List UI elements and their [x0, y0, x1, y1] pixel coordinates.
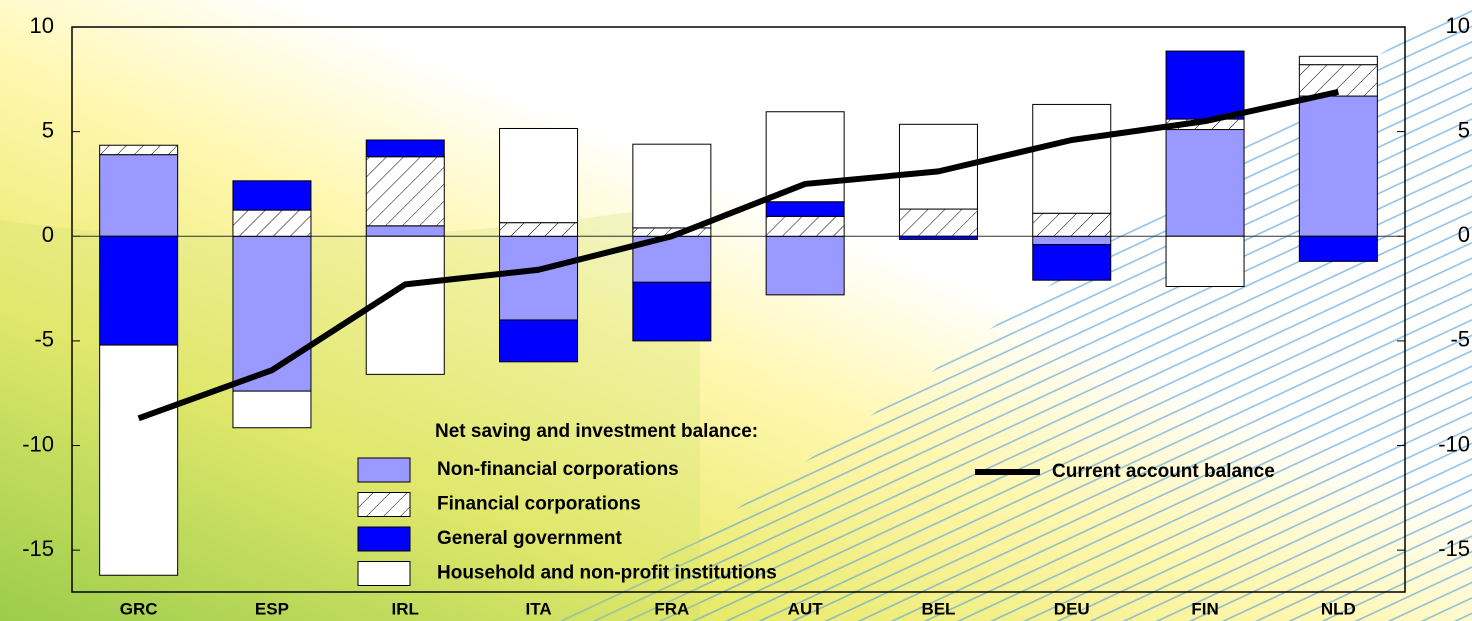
legend-swatch — [357, 457, 411, 483]
legend-label: Current account balance — [1052, 461, 1275, 482]
bar — [499, 127, 579, 224]
bar — [1165, 129, 1245, 237]
legend-title: Net saving and investment balance: — [435, 421, 758, 442]
y2-tick-label: 10 — [1446, 13, 1470, 38]
x-tick-label: GRC — [120, 599, 158, 618]
bar — [99, 144, 179, 156]
bar — [1298, 55, 1378, 66]
y-tick-label: -15 — [22, 536, 54, 561]
bar — [232, 209, 312, 237]
bar — [1165, 235, 1245, 287]
bar — [499, 235, 579, 321]
bar — [765, 111, 845, 203]
legend-swatch — [357, 492, 411, 517]
y2-tick-label: -15 — [1438, 536, 1470, 561]
x-tick-label: ESP — [255, 599, 289, 618]
bar — [898, 235, 978, 240]
bar — [1032, 235, 1112, 246]
bar — [365, 225, 445, 237]
bar — [365, 156, 445, 227]
x-tick-label: IRL — [392, 599, 419, 618]
bar — [232, 390, 312, 429]
x-tick-label: AUT — [788, 599, 824, 618]
legend-label: Financial corporations — [437, 494, 641, 515]
x-tick-label: FIN — [1191, 599, 1218, 618]
x-tick-label: BEL — [921, 599, 955, 618]
bar — [1298, 64, 1378, 97]
bar — [765, 215, 845, 237]
legend-swatch — [357, 526, 411, 552]
bar — [499, 319, 579, 363]
bar — [99, 344, 179, 576]
line — [137, 88, 1339, 422]
legend-label: Non-financial corporations — [437, 459, 679, 480]
bar — [365, 235, 445, 375]
bar — [632, 281, 712, 342]
legend-swatch — [357, 561, 411, 586]
bar — [765, 235, 845, 296]
bar — [99, 154, 179, 237]
bar — [1165, 50, 1245, 120]
x-tick-label: FRA — [654, 599, 689, 618]
bar — [1032, 244, 1112, 281]
y-tick-label: 0 — [42, 222, 54, 247]
x-tick-label: DEU — [1054, 599, 1090, 618]
bar — [898, 208, 978, 237]
plot-frame — [71, 26, 1406, 593]
legend-label: Household and non-profit institutions — [437, 563, 777, 584]
bar — [1032, 103, 1112, 214]
bar — [632, 143, 712, 229]
bar — [1032, 212, 1112, 237]
bar — [499, 222, 579, 237]
y-tick-label: 5 — [42, 117, 54, 142]
y-tick-label: -10 — [22, 431, 54, 456]
bar — [765, 201, 845, 217]
bar — [232, 235, 312, 392]
y2-tick-label: -10 — [1438, 431, 1470, 456]
bar — [99, 235, 179, 346]
y-tick-label: -5 — [34, 327, 54, 352]
bar — [1298, 95, 1378, 237]
bar — [232, 180, 312, 211]
y2-tick-label: -5 — [1450, 327, 1470, 352]
bar — [365, 139, 445, 158]
y-tick-label: 10 — [30, 13, 54, 38]
y2-tick-label: 0 — [1458, 222, 1470, 247]
y2-tick-label: 5 — [1458, 117, 1470, 142]
x-tick-label: NLD — [1321, 599, 1356, 618]
legend-label: General government — [437, 528, 622, 549]
bar — [1298, 235, 1378, 262]
x-tick-label: ITA — [525, 599, 551, 618]
